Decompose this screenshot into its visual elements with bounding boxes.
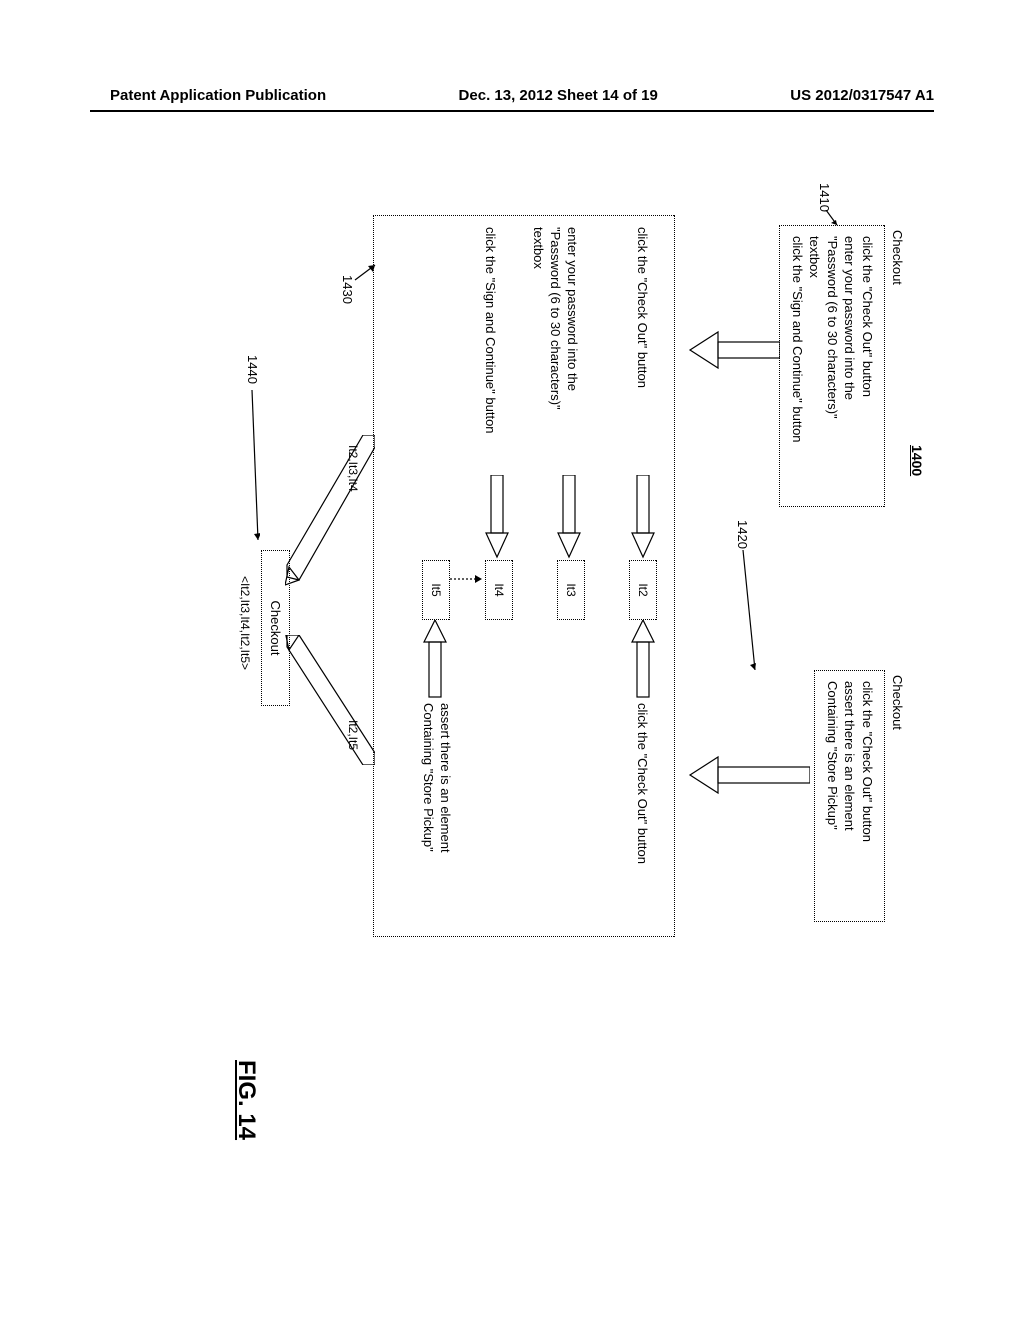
down-arrow-right <box>685 745 810 805</box>
intr-box-it5: It5 <box>422 560 450 620</box>
checkout-merged-line2: <It2,It3,It4,It2,It5> <box>238 543 252 703</box>
box-1410-line-3: textbox <box>806 236 824 496</box>
box-1410-line-4: click the "Sign and Continue" button <box>788 236 806 496</box>
checkout-merged-box: Checkout <box>261 550 290 706</box>
page-header: Patent Application Publication Dec. 13, … <box>0 87 1024 104</box>
header-right: US 2012/0317547 A1 <box>790 87 934 104</box>
ref-1410: 1410 <box>817 183 832 212</box>
box-1420-title: Checkout <box>888 675 906 730</box>
box-1410-line-0: click the "Check Out" button <box>858 236 876 496</box>
arrow-1440 <box>245 390 260 550</box>
mid-right-line-2a: assert there is an element <box>438 703 453 853</box>
header-rule <box>90 110 934 112</box>
mid-left-line-1: click the "Check Out" button <box>635 227 650 388</box>
ref-1440: 1440 <box>245 355 260 384</box>
header-center: Dec. 13, 2012 Sheet 14 of 19 <box>459 87 658 104</box>
box-1420-line-0: click the "Check Out" button <box>858 681 876 911</box>
figure-14-container: 1400 Checkout click the "Check Out" butt… <box>0 280 1024 1130</box>
box-1410-line-1: enter your password into the <box>841 236 859 496</box>
down-arrow-left <box>685 320 780 380</box>
intr-box-it4: It4 <box>485 560 513 620</box>
checkout-merged-line1: Checkout <box>268 563 283 693</box>
box-1410-title: Checkout <box>888 230 906 285</box>
box-1410-line-2: "Password (6 to 30 characters)" <box>823 236 841 496</box>
box-1420-line-2: Containing "Store Pickup" <box>823 681 841 911</box>
mid-left-line-2c: textbox <box>531 227 546 269</box>
mid-left-line-3: click the "Sign and Continue" button <box>483 227 498 434</box>
header-left: Patent Application Publication <box>110 87 326 104</box>
ref-1420: 1420 <box>735 520 750 549</box>
bottom-left-seq: It2,It3,It4 <box>346 445 360 492</box>
diag-arrow-right <box>285 635 375 765</box>
mid-left-line-2b: "Password (6 to 30 characters)" <box>548 227 563 410</box>
box-1420-checkout-steps: Checkout click the "Check Out" button as… <box>814 670 885 922</box>
arrow-1420 <box>727 550 757 680</box>
intr-box-it3: It3 <box>557 560 585 620</box>
figure-number: 1400 <box>909 445 925 476</box>
diag-arrow-left <box>285 435 375 595</box>
bottom-right-seq: It2,It5 <box>346 720 360 750</box>
mid-left-line-2a: enter your password into the <box>565 227 580 391</box>
figure-14-diagram: 1400 Checkout click the "Check Out" butt… <box>90 165 940 1245</box>
box-1410-checkout-steps: Checkout click the "Check Out" button en… <box>779 225 885 507</box>
mid-right-line-2b: Containing "Store Pickup" <box>421 703 436 852</box>
box-1420-line-1: assert there is an element <box>841 681 859 911</box>
figure-title: FIG. 14 <box>232 1060 260 1140</box>
ref-1430: 1430 <box>340 275 355 304</box>
mid-right-line-1: click the "Check Out" button <box>635 703 650 864</box>
intr-box-it2: It2 <box>629 560 657 620</box>
